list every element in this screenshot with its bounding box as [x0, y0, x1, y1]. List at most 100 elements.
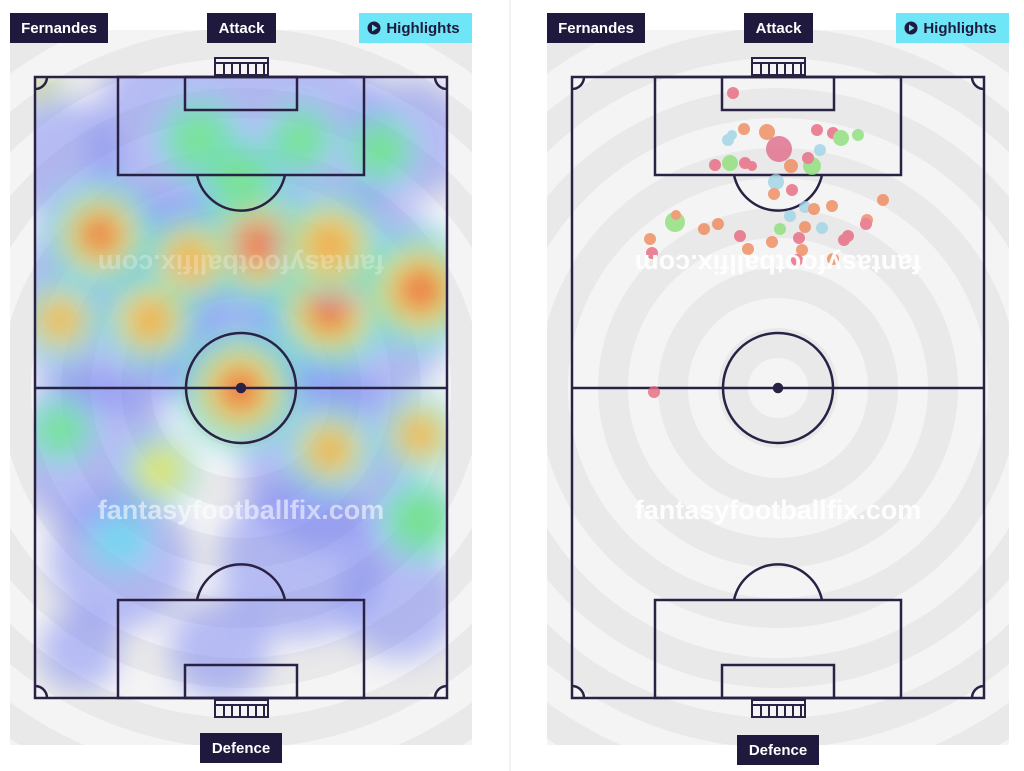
shot	[816, 222, 828, 234]
heat-blob	[351, 121, 409, 179]
six-yard-box	[720, 75, 836, 112]
shot	[852, 129, 864, 141]
heat-blob	[137, 447, 183, 493]
penalty-arc	[195, 174, 287, 212]
six-yard-box	[720, 663, 836, 700]
heat-blob	[400, 415, 440, 455]
shot	[877, 194, 889, 206]
play-triangle	[372, 24, 378, 32]
watermark: fantasyfootballfix.com	[98, 249, 385, 279]
watermark: fantasyfootballfix.com	[98, 495, 385, 525]
shot	[811, 124, 823, 136]
corner-arc	[34, 684, 49, 699]
shot	[759, 124, 775, 140]
defence-label-box	[200, 733, 282, 763]
shot	[802, 152, 814, 164]
play-triangle	[909, 24, 915, 32]
shot	[727, 87, 739, 99]
heat-blob	[91, 511, 149, 569]
shot	[742, 243, 754, 255]
shot	[814, 144, 826, 156]
heat-blob	[35, 404, 86, 456]
heat-blob	[167, 237, 213, 283]
corner-arc	[34, 76, 49, 91]
penalty-arc	[732, 174, 824, 212]
player-name: Fernandes	[21, 20, 97, 37]
centre-spot	[772, 382, 784, 394]
heat-blob	[40, 610, 120, 690]
attack-label: Attack	[756, 20, 803, 37]
defence-label-box	[737, 735, 819, 765]
attack-label-box	[744, 13, 813, 43]
shot	[709, 159, 721, 171]
player-name-box	[10, 13, 108, 43]
attack-label: Attack	[219, 20, 266, 37]
corner-arc	[433, 76, 448, 91]
shot	[722, 155, 738, 171]
heatmap	[35, 77, 447, 698]
heat-blob	[304, 219, 356, 271]
shot	[648, 386, 660, 398]
corner-arc	[433, 684, 448, 699]
heat-blob	[311, 291, 349, 329]
six-yard-box	[183, 663, 299, 700]
goal	[214, 57, 269, 76]
shot	[774, 223, 786, 235]
shot	[766, 236, 778, 248]
shot	[644, 233, 656, 245]
goal	[751, 57, 806, 76]
shot	[768, 188, 780, 200]
penalty-arc	[732, 563, 824, 601]
shot	[784, 210, 796, 222]
shot	[698, 223, 710, 235]
defence-label: Defence	[212, 740, 270, 757]
shot	[808, 203, 820, 215]
highlights-button[interactable]: Highlights	[386, 20, 459, 37]
shot-map	[644, 87, 889, 398]
shot	[712, 218, 724, 230]
shot	[793, 232, 805, 244]
heat-blob	[239, 226, 277, 264]
heat-blob	[127, 297, 173, 343]
six-yard-box	[183, 75, 299, 112]
heat-blob	[340, 540, 447, 660]
shot	[646, 247, 658, 259]
shot	[786, 184, 798, 196]
corner-arc	[970, 684, 985, 699]
shot	[799, 201, 811, 213]
attack-label-box	[207, 13, 276, 43]
shot	[796, 244, 808, 256]
heat-blob	[401, 271, 439, 309]
highlights-button[interactable]: Highlights	[923, 20, 996, 37]
shot	[727, 130, 737, 140]
heat-blob	[271, 111, 329, 169]
heat-blob	[40, 300, 80, 340]
player-name-box	[547, 13, 645, 43]
pitch-lines	[33, 57, 449, 718]
corner-arc	[970, 76, 985, 91]
heat-blob	[309, 429, 351, 471]
defence-label: Defence	[749, 742, 807, 759]
heat-blob	[207, 147, 273, 213]
shot	[827, 253, 839, 265]
heat-blob	[83, 218, 117, 252]
shot	[738, 123, 750, 135]
centre-circle	[721, 331, 835, 445]
shot	[799, 221, 811, 233]
centre-circle	[184, 331, 298, 445]
shot	[784, 159, 798, 173]
goal	[751, 699, 806, 718]
heat-blob	[170, 600, 270, 698]
shot	[826, 200, 838, 212]
shot	[833, 130, 849, 146]
goal	[214, 699, 269, 718]
shot	[734, 230, 746, 242]
pitch-lines	[570, 57, 986, 718]
watermark: fantasyfootballfix.com	[635, 249, 922, 279]
corner-arc	[571, 684, 586, 699]
corner-arc	[571, 76, 586, 91]
shot	[768, 174, 784, 190]
shot	[791, 254, 803, 266]
shot	[838, 234, 850, 246]
